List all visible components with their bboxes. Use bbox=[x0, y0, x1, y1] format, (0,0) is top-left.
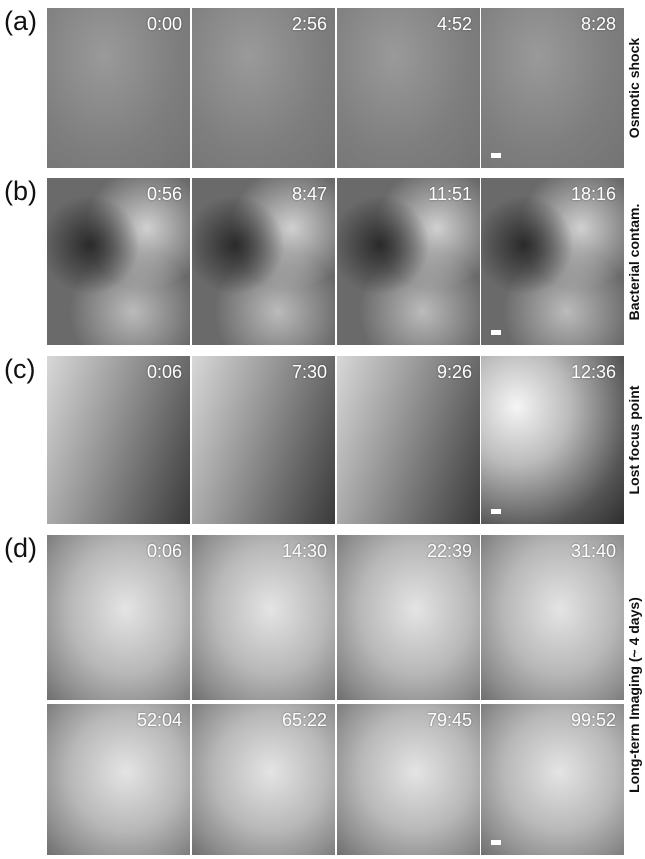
timestamp: 99:52 bbox=[571, 710, 616, 731]
timestamp: 12:36 bbox=[571, 362, 616, 383]
micrograph: 8:47 bbox=[192, 178, 335, 345]
micrograph: 0:00 bbox=[47, 8, 190, 168]
micrograph: 79:45 bbox=[337, 704, 480, 855]
micrograph: 8:28 bbox=[481, 8, 624, 168]
panel-label: (d) bbox=[4, 533, 37, 564]
timestamp: 2:56 bbox=[292, 14, 327, 35]
micrograph: 31:40 bbox=[481, 535, 624, 700]
panel-label: (a) bbox=[4, 6, 37, 37]
scale-bar bbox=[491, 840, 501, 845]
timestamp: 7:30 bbox=[292, 362, 327, 383]
micrograph: 22:39 bbox=[337, 535, 480, 700]
timestamp: 79:45 bbox=[427, 710, 472, 731]
micrograph: 0:56 bbox=[47, 178, 190, 345]
panel-label: (b) bbox=[4, 176, 37, 207]
timestamp: 0:56 bbox=[147, 184, 182, 205]
micrograph: 0:06 bbox=[47, 356, 190, 524]
timestamp: 14:30 bbox=[282, 541, 327, 562]
micrograph: 7:30 bbox=[192, 356, 335, 524]
micrograph: 12:36 bbox=[481, 356, 624, 524]
side-label: Bacterial contam. bbox=[626, 203, 642, 320]
scale-bar bbox=[491, 509, 501, 514]
side-label: Long-term Imaging (~ 4 days) bbox=[626, 597, 642, 793]
side-label: Osmotic shock bbox=[626, 38, 642, 138]
side-label: Lost focus point bbox=[626, 386, 642, 495]
micrograph: 14:30 bbox=[192, 535, 335, 700]
micrograph: 11:51 bbox=[337, 178, 480, 345]
timestamp: 8:28 bbox=[581, 14, 616, 35]
timestamp: 0:00 bbox=[147, 14, 182, 35]
timestamp: 8:47 bbox=[292, 184, 327, 205]
timestamp: 65:22 bbox=[282, 710, 327, 731]
micrograph: 2:56 bbox=[192, 8, 335, 168]
micrograph: 4:52 bbox=[337, 8, 480, 168]
timestamp: 0:06 bbox=[147, 541, 182, 562]
scale-bar bbox=[491, 153, 501, 158]
timestamp: 11:51 bbox=[428, 184, 472, 205]
timestamp: 22:39 bbox=[427, 541, 472, 562]
micrograph: 0:06 bbox=[47, 535, 190, 700]
scale-bar bbox=[491, 330, 501, 335]
timestamp: 9:26 bbox=[437, 362, 472, 383]
timestamp: 4:52 bbox=[437, 14, 472, 35]
micrograph: 9:26 bbox=[337, 356, 480, 524]
micrograph: 65:22 bbox=[192, 704, 335, 855]
timestamp: 31:40 bbox=[571, 541, 616, 562]
figure: {"panels": [ {"label": "(a)", "side_labe… bbox=[0, 0, 645, 859]
timestamp: 52:04 bbox=[137, 710, 182, 731]
panel-label: (c) bbox=[4, 354, 35, 385]
micrograph: 99:52 bbox=[481, 704, 624, 855]
micrograph: 18:16 bbox=[481, 178, 624, 345]
micrograph: 52:04 bbox=[47, 704, 190, 855]
timestamp: 18:16 bbox=[571, 184, 616, 205]
timestamp: 0:06 bbox=[147, 362, 182, 383]
